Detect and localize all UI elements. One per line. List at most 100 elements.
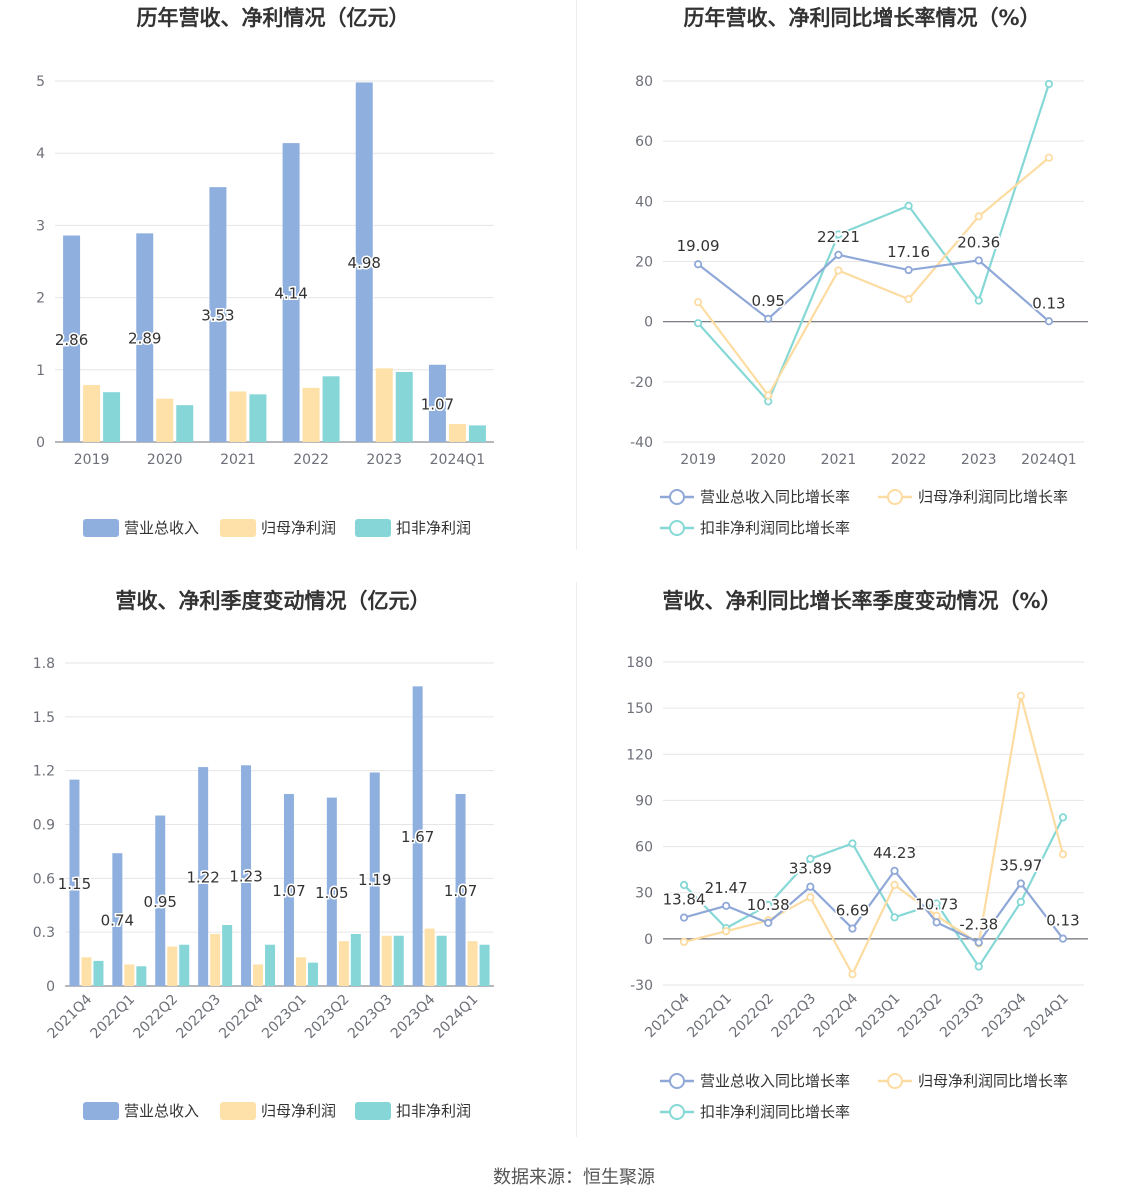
series-point-1 [1044,153,1054,162]
bar-1 [448,423,466,442]
bar-0 [326,797,337,986]
series-point-2 [890,913,899,922]
series-line-2 [683,816,1064,969]
bar-data-label: 1.19 [358,871,391,889]
x-tick-label: 2023Q4 [979,990,1030,1041]
chart-title: 历年营收、净利情况（亿元） [137,6,410,30]
legend-swatch[interactable] [220,519,256,537]
x-tick-label: 2024Q1 [431,992,482,1043]
series-line-2 [697,83,1050,404]
x-tick-label: 2024Q1 [1021,452,1077,468]
legend-marker[interactable] [669,1104,685,1120]
line-data-label: 21.47 [705,879,748,897]
series-point-0 [693,260,703,269]
bar-2 [176,405,194,442]
legend-label[interactable]: 归母净利润同比增长率 [918,1072,1068,1090]
bar-1 [210,933,221,986]
bar-0 [282,143,300,443]
line-data-label: 20.36 [957,233,1000,251]
bar-2 [468,425,486,442]
series-point-1 [974,212,983,221]
legend-label[interactable]: 归母净利润 [261,1102,336,1120]
series-point-0 [679,913,689,922]
legend-swatch[interactable] [355,1102,391,1120]
x-tick-label: 2021 [220,452,256,468]
y-tick-label: 150 [626,701,653,717]
legend-swatch[interactable] [220,1102,256,1120]
series-point-0 [834,250,843,259]
series-point-1 [693,298,703,307]
x-tick-label: 2023Q1 [853,991,904,1042]
x-tick-label: 2022Q3 [769,991,820,1042]
x-tick-label: 2019 [74,452,110,468]
legend-swatch[interactable] [83,519,119,537]
x-tick-label: 2024Q1 [1021,991,1072,1042]
legend-label[interactable]: 营业总收入 [124,1102,199,1120]
legend-swatch[interactable] [83,1102,119,1120]
bar-0 [209,187,227,442]
series-point-2 [1016,897,1025,907]
line-data-label: 0.13 [1046,912,1079,930]
x-tick-label: 2022 [891,452,927,468]
vertical-divider-top [576,0,577,550]
y-tick-label: 0 [644,932,653,948]
legend-label[interactable]: 扣非净利润 [396,519,471,537]
legend-label[interactable]: 扣非净利润 [396,1102,471,1120]
legend-marker[interactable] [887,489,903,505]
x-tick-label: 2020 [147,452,183,468]
data-source-footer: 数据来源：恒生聚源 [493,1167,655,1188]
series-point-0 [848,924,857,933]
legend-label[interactable]: 扣非净利润同比增长率 [700,519,850,537]
bar-data-label: 1.07 [421,395,454,413]
series-point-0 [904,265,913,275]
bar-data-label: 1.22 [186,869,219,887]
x-tick-label: 2023Q2 [302,992,353,1043]
legend-label[interactable]: 扣非净利润同比增长率 [700,1103,850,1121]
x-tick-label: 2022Q4 [811,990,862,1041]
bar-0 [69,779,80,986]
legend-label[interactable]: 营业总收入同比增长率 [700,1072,850,1090]
x-tick-label: 2022Q4 [216,991,267,1042]
y-tick-label: 1 [36,363,45,379]
bar-2 [249,394,267,442]
bar-data-label: 2.89 [128,330,161,348]
bar-0 [136,233,154,442]
legend-label[interactable]: 归母净利润 [261,519,336,537]
x-tick-label: 2024Q1 [430,452,486,468]
line-data-label: 33.89 [789,860,832,878]
series-point-2 [904,201,913,210]
series-point-1 [764,391,773,400]
quarterly-revenue-profit-chart: 营收、净利季度变动情况（亿元） 0 0.3 0.6 0.9 1.2 1.5 1.8 1.15 0.… [0,582,574,1162]
legend-swatch[interactable] [355,519,391,537]
series-point-2 [1058,813,1068,822]
y-tick-label: 90 [635,793,653,809]
line-data-label: 17.16 [887,243,930,261]
legend-label[interactable]: 营业总收入同比增长率 [700,488,850,506]
series-point-2 [764,900,773,910]
legend-marker[interactable] [669,1073,685,1089]
series-point-2 [679,880,689,890]
line-data-label: 44.23 [873,844,916,862]
legend-marker[interactable] [669,489,685,505]
series-point-1 [1058,850,1068,859]
bar-0 [355,82,373,442]
y-tick-label: 5 [36,74,45,90]
legend-label[interactable]: 营业总收入 [124,519,199,537]
x-tick-label: 2022Q3 [173,992,224,1043]
bar-1 [81,957,92,986]
legend-marker[interactable] [669,520,685,536]
y-tick-label: 40 [635,194,653,210]
bar-2 [479,944,490,986]
bar-1 [381,935,392,986]
series-point-0 [1058,934,1068,943]
bar-0 [412,686,423,986]
series-point-0 [974,256,983,265]
legend-marker[interactable] [887,1073,903,1089]
series-line-0 [697,253,1050,323]
x-tick-label: 2021Q4 [45,991,96,1042]
line-data-label: 35.97 [999,857,1042,875]
series-point-0 [974,938,983,947]
legend-label[interactable]: 归母净利润同比增长率 [918,488,1068,506]
x-tick-label: 2023Q1 [259,992,310,1043]
series-point-0 [890,866,899,875]
